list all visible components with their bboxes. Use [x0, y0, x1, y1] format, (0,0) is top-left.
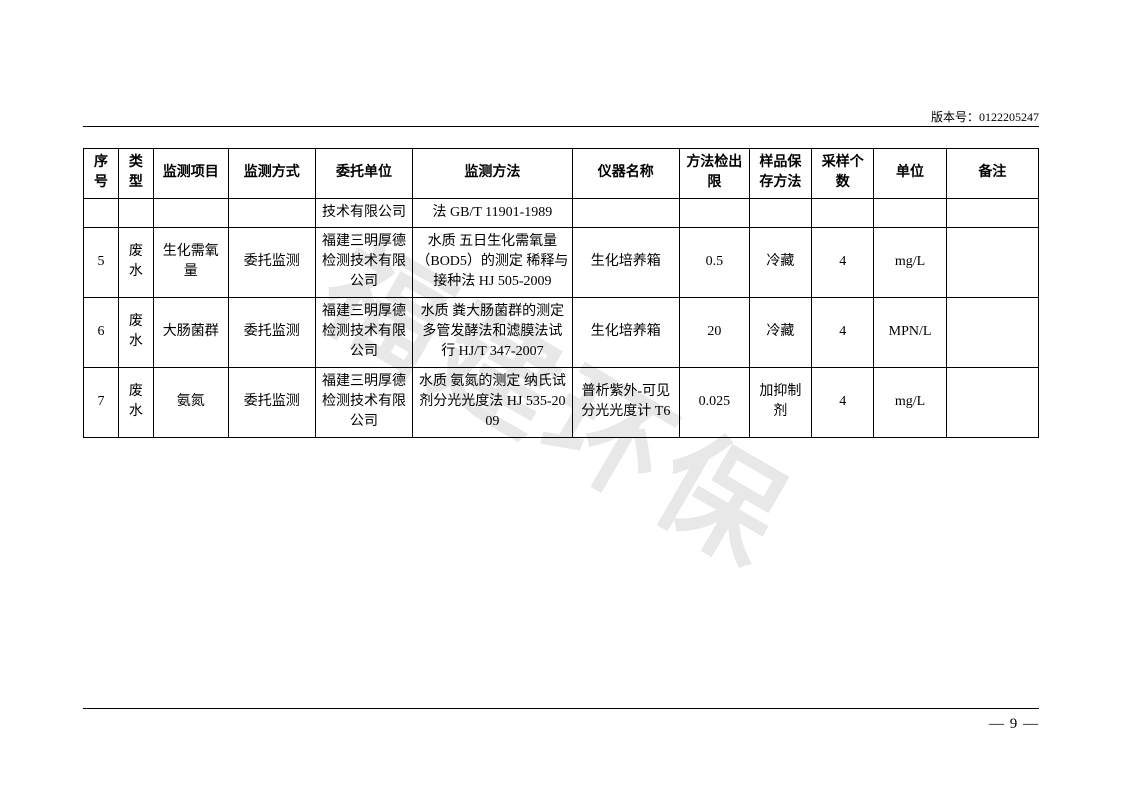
col-header-mode: 监测方式	[228, 149, 315, 199]
cell-type: 废水	[118, 367, 153, 437]
cell-method: 水质 氨氮的测定 纳氏试剂分光光度法 HJ 535-2009	[413, 367, 573, 437]
cell-type: 废水	[118, 227, 153, 297]
cell-samples: 4	[812, 367, 874, 437]
cell-instrument: 普析紫外-可见分光光度计 T6	[572, 367, 679, 437]
cell-method: 水质 粪大肠菌群的测定 多管发酵法和滤膜法试行 HJ/T 347-2007	[413, 297, 573, 367]
cell-remark	[946, 297, 1038, 367]
table-row: 6 废水 大肠菌群 委托监测 福建三明厚德检测技术有限公司 水质 粪大肠菌群的测…	[84, 297, 1039, 367]
cell-mode: 委托监测	[228, 227, 315, 297]
cell-samples: 4	[812, 297, 874, 367]
cell-seq: 5	[84, 227, 119, 297]
cell-unit: mg/L	[874, 367, 946, 437]
col-header-seq: 序号	[84, 149, 119, 199]
cell-samples	[812, 198, 874, 227]
cell-entrust: 福建三明厚德检测技术有限公司	[315, 297, 412, 367]
cell-preserve: 冷藏	[749, 227, 811, 297]
cell-type: 废水	[118, 297, 153, 367]
cell-preserve: 冷藏	[749, 297, 811, 367]
cell-seq	[84, 198, 119, 227]
cell-preserve: 加抑制剂	[749, 367, 811, 437]
cell-instrument	[572, 198, 679, 227]
cell-samples: 4	[812, 227, 874, 297]
header-rule	[83, 126, 1039, 127]
cell-limit: 20	[679, 297, 749, 367]
cell-limit	[679, 198, 749, 227]
cell-remark	[946, 227, 1038, 297]
col-header-limit: 方法检出限	[679, 149, 749, 199]
cell-limit: 0.5	[679, 227, 749, 297]
cell-entrust: 技术有限公司	[315, 198, 412, 227]
version-label: 版本号：	[931, 110, 979, 124]
cell-method: 法 GB/T 11901-1989	[413, 198, 573, 227]
cell-item	[153, 198, 228, 227]
col-header-instrument: 仪器名称	[572, 149, 679, 199]
col-header-method: 监测方法	[413, 149, 573, 199]
cell-mode	[228, 198, 315, 227]
table-row: 7 废水 氨氮 委托监测 福建三明厚德检测技术有限公司 水质 氨氮的测定 纳氏试…	[84, 367, 1039, 437]
cell-mode: 委托监测	[228, 367, 315, 437]
version-number: 0122205247	[979, 110, 1039, 124]
cell-entrust: 福建三明厚德检测技术有限公司	[315, 227, 412, 297]
cell-unit: MPN/L	[874, 297, 946, 367]
cell-seq: 6	[84, 297, 119, 367]
monitoring-table: 序号 类型 监测项目 监测方式 委托单位 监测方法 仪器名称 方法检出限 样品保…	[83, 148, 1039, 438]
cell-instrument: 生化培养箱	[572, 297, 679, 367]
cell-item: 大肠菌群	[153, 297, 228, 367]
footer-rule	[83, 708, 1039, 709]
page-number: — 9 —	[989, 716, 1039, 733]
col-header-item: 监测项目	[153, 149, 228, 199]
version-header: 版本号：0122205247	[931, 108, 1039, 125]
col-header-type: 类型	[118, 149, 153, 199]
col-header-entrust: 委托单位	[315, 149, 412, 199]
col-header-remark: 备注	[946, 149, 1038, 199]
cell-method: 水质 五日生化需氧量（BOD5）的测定 稀释与接种法 HJ 505-2009	[413, 227, 573, 297]
cell-remark	[946, 367, 1038, 437]
cell-mode: 委托监测	[228, 297, 315, 367]
cell-unit: mg/L	[874, 227, 946, 297]
monitoring-table-container: 序号 类型 监测项目 监测方式 委托单位 监测方法 仪器名称 方法检出限 样品保…	[83, 148, 1039, 438]
cell-preserve	[749, 198, 811, 227]
cell-type	[118, 198, 153, 227]
cell-limit: 0.025	[679, 367, 749, 437]
cell-entrust: 福建三明厚德检测技术有限公司	[315, 367, 412, 437]
cell-item: 生化需氧量	[153, 227, 228, 297]
col-header-unit: 单位	[874, 149, 946, 199]
cell-seq: 7	[84, 367, 119, 437]
col-header-preserve: 样品保存方法	[749, 149, 811, 199]
cell-remark	[946, 198, 1038, 227]
table-row: 技术有限公司 法 GB/T 11901-1989	[84, 198, 1039, 227]
table-header-row: 序号 类型 监测项目 监测方式 委托单位 监测方法 仪器名称 方法检出限 样品保…	[84, 149, 1039, 199]
cell-item: 氨氮	[153, 367, 228, 437]
table-row: 5 废水 生化需氧量 委托监测 福建三明厚德检测技术有限公司 水质 五日生化需氧…	[84, 227, 1039, 297]
cell-instrument: 生化培养箱	[572, 227, 679, 297]
col-header-samples: 采样个数	[812, 149, 874, 199]
cell-unit	[874, 198, 946, 227]
